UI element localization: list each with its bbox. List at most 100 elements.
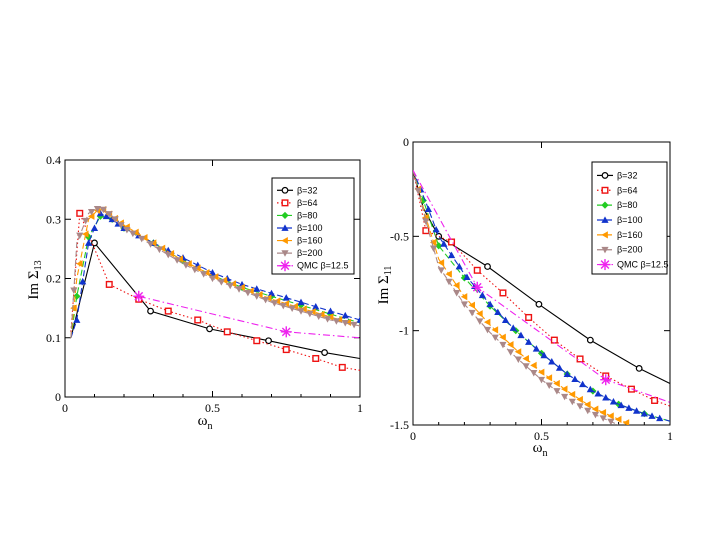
data-point bbox=[194, 316, 202, 324]
data-point bbox=[576, 355, 584, 363]
data-point bbox=[96, 209, 104, 217]
x-tick-label: 0 bbox=[62, 401, 68, 415]
data-point bbox=[321, 349, 329, 356]
legend-label: β=200 bbox=[617, 245, 642, 255]
data-point bbox=[155, 246, 163, 254]
data-point bbox=[87, 208, 96, 216]
data-point bbox=[429, 238, 437, 246]
legend-label: β=160 bbox=[617, 230, 642, 240]
data-point bbox=[419, 196, 427, 205]
legend-marker bbox=[601, 216, 609, 223]
legend-label: β=100 bbox=[617, 215, 642, 225]
data-point bbox=[341, 320, 349, 327]
data-point bbox=[599, 408, 607, 417]
data-point bbox=[105, 280, 113, 288]
legend-label: β=160 bbox=[297, 236, 322, 246]
data-point bbox=[535, 300, 543, 308]
data-point bbox=[117, 222, 125, 229]
data-point bbox=[164, 307, 172, 315]
data-point bbox=[576, 395, 583, 404]
legend-marker bbox=[601, 186, 609, 194]
data-point bbox=[182, 262, 190, 269]
data-point bbox=[609, 398, 618, 405]
data-point bbox=[491, 334, 499, 342]
data-point bbox=[105, 211, 113, 218]
x-tick-label: 1 bbox=[667, 429, 673, 443]
data-point bbox=[507, 349, 515, 356]
data-point bbox=[499, 289, 507, 297]
series-line-4 bbox=[70, 212, 360, 338]
data-point bbox=[244, 289, 252, 297]
legend: β=32 β=64 β=80 β=100 β=160 β=200 QMC β=12.5 bbox=[271, 177, 355, 275]
data-point bbox=[253, 285, 261, 292]
data-point bbox=[76, 232, 84, 240]
data-point bbox=[632, 407, 641, 414]
data-point bbox=[191, 266, 199, 274]
legend-label: β=200 bbox=[297, 248, 322, 258]
data-point bbox=[499, 341, 507, 349]
data-point bbox=[586, 336, 594, 344]
data-point bbox=[123, 227, 131, 234]
legend-marker bbox=[279, 260, 291, 272]
data-point bbox=[555, 364, 564, 371]
data-point bbox=[584, 407, 592, 415]
data-point bbox=[437, 267, 445, 274]
data-point bbox=[253, 293, 261, 300]
legend: β=32 β=64 β=80 β=100 β=160 β=200 QMC β=12.5 bbox=[591, 161, 668, 275]
data-point bbox=[460, 293, 468, 301]
data-point bbox=[440, 240, 448, 247]
data-point bbox=[532, 345, 540, 352]
legend-label: β=80 bbox=[297, 210, 317, 220]
data-point bbox=[476, 318, 484, 325]
data-point bbox=[312, 303, 320, 310]
data-point bbox=[463, 273, 471, 280]
data-point bbox=[133, 290, 145, 302]
y-axis-label: Im Σ11 bbox=[376, 266, 394, 305]
data-point bbox=[102, 212, 110, 220]
legend-marker bbox=[601, 231, 608, 239]
data-point bbox=[625, 404, 633, 411]
data-point bbox=[323, 316, 332, 323]
legend-marker bbox=[281, 224, 289, 231]
data-point bbox=[432, 225, 440, 233]
data-point bbox=[484, 263, 491, 270]
data-point bbox=[494, 308, 502, 316]
series-line-2 bbox=[70, 213, 360, 371]
data-point bbox=[486, 300, 494, 308]
legend-marker bbox=[281, 199, 289, 207]
y-tick-label: 0 bbox=[55, 390, 61, 404]
data-point bbox=[350, 321, 358, 329]
data-point bbox=[82, 230, 89, 238]
data-point bbox=[99, 206, 107, 214]
data-point bbox=[73, 292, 81, 300]
data-point bbox=[288, 305, 296, 313]
data-point bbox=[341, 311, 349, 319]
data-point bbox=[615, 415, 622, 423]
data-point bbox=[548, 358, 556, 365]
legend-label: β=100 bbox=[297, 223, 322, 233]
data-point bbox=[279, 302, 287, 310]
data-point bbox=[79, 277, 87, 285]
series-line-1 bbox=[413, 170, 670, 384]
data-point bbox=[73, 316, 81, 323]
data-point bbox=[164, 251, 172, 259]
series-line-2 bbox=[413, 170, 670, 407]
data-point bbox=[648, 412, 656, 419]
x-tick-label: 0.5 bbox=[534, 429, 549, 443]
data-point bbox=[173, 257, 181, 264]
data-point bbox=[586, 385, 594, 393]
data-point bbox=[607, 418, 615, 425]
data-point bbox=[622, 419, 630, 425]
data-point bbox=[617, 401, 625, 409]
chart-panel-1: 0 0.5 100.10.20.30.4Im Σ13ωnβ=32β=64β=80β=… bbox=[26, 153, 363, 432]
data-point bbox=[640, 410, 648, 417]
data-point bbox=[514, 348, 522, 356]
data-point bbox=[571, 375, 579, 383]
data-point bbox=[561, 393, 569, 401]
data-point bbox=[491, 326, 499, 334]
data-point bbox=[332, 318, 340, 325]
data-point bbox=[226, 282, 234, 290]
data-point bbox=[90, 224, 99, 232]
x-axis-label: ωn bbox=[533, 440, 548, 459]
data-point bbox=[460, 274, 468, 282]
